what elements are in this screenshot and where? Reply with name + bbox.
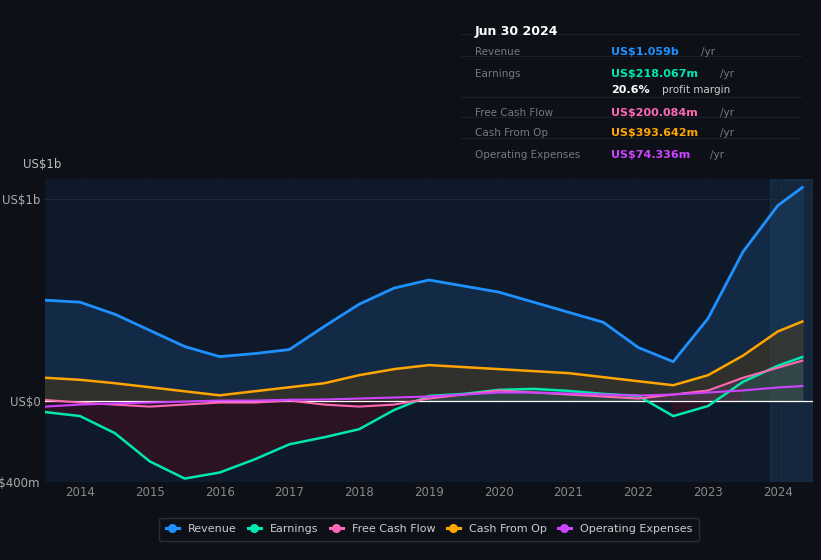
Text: /yr: /yr <box>720 128 734 138</box>
Text: US$200.084m: US$200.084m <box>612 108 698 118</box>
Text: /yr: /yr <box>700 47 714 57</box>
Legend: Revenue, Earnings, Free Cash Flow, Cash From Op, Operating Expenses: Revenue, Earnings, Free Cash Flow, Cash … <box>159 517 699 541</box>
Text: US$393.642m: US$393.642m <box>612 128 699 138</box>
Text: profit margin: profit margin <box>663 85 731 95</box>
Text: Free Cash Flow: Free Cash Flow <box>475 108 553 118</box>
Text: Revenue: Revenue <box>475 47 521 57</box>
Text: US$218.067m: US$218.067m <box>612 69 699 79</box>
Text: /yr: /yr <box>710 151 724 160</box>
Text: /yr: /yr <box>720 69 734 79</box>
Text: Jun 30 2024: Jun 30 2024 <box>475 25 558 38</box>
Text: /yr: /yr <box>720 108 734 118</box>
Text: US$74.336m: US$74.336m <box>612 151 690 160</box>
Text: US$1b: US$1b <box>23 158 62 171</box>
Text: Cash From Op: Cash From Op <box>475 128 548 138</box>
Text: US$1.059b: US$1.059b <box>612 47 679 57</box>
Text: Earnings: Earnings <box>475 69 521 79</box>
Text: Operating Expenses: Operating Expenses <box>475 151 580 160</box>
Bar <box>769 179 813 482</box>
Text: 20.6%: 20.6% <box>612 85 650 95</box>
